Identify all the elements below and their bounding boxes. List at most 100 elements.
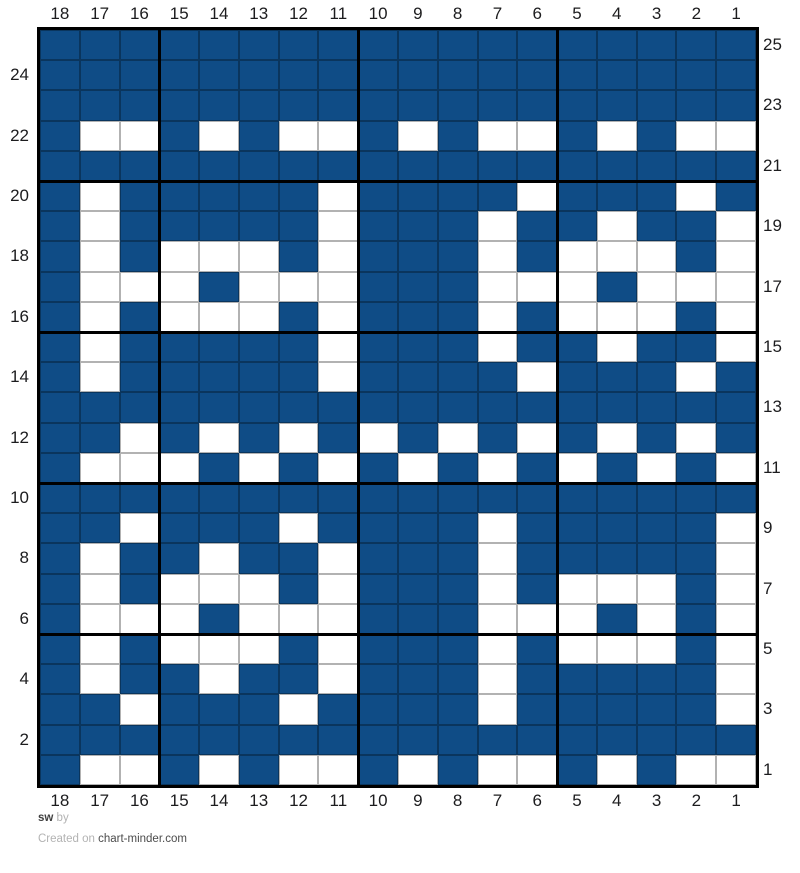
grid-cell[interactable] [517,543,558,574]
grid-cell[interactable] [40,483,80,514]
grid-cell[interactable] [358,150,398,181]
grid-cell[interactable] [398,754,438,785]
grid-cell[interactable] [477,150,518,181]
grid-cell[interactable] [557,603,597,634]
grid-cell[interactable] [79,422,120,453]
grid-cell[interactable] [676,754,717,785]
grid-cell[interactable] [40,543,80,574]
grid-cell[interactable] [278,90,319,121]
grid-cell[interactable] [398,301,438,332]
grid-cell[interactable] [119,452,160,483]
grid-cell[interactable] [278,30,319,61]
grid-cell[interactable] [358,513,398,544]
grid-cell[interactable] [238,452,279,483]
grid-cell[interactable] [517,603,558,634]
grid-cell[interactable] [398,211,438,242]
grid-cell[interactable] [358,603,398,634]
grid-cell[interactable] [398,392,438,423]
grid-cell[interactable] [278,724,319,755]
grid-cell[interactable] [199,513,239,544]
grid-cell[interactable] [596,241,637,272]
grid-cell[interactable] [517,483,558,514]
grid-cell[interactable] [676,362,717,393]
grid-cell[interactable] [358,301,398,332]
grid-cell[interactable] [557,392,597,423]
grid-cell[interactable] [278,150,319,181]
grid-cell[interactable] [318,603,359,634]
grid-cell[interactable] [40,301,80,332]
grid-cell[interactable] [79,694,120,725]
grid-cell[interactable] [318,120,359,151]
grid-cell[interactable] [636,30,677,61]
grid-cell[interactable] [437,483,478,514]
grid-cell[interactable] [119,664,160,695]
grid-cell[interactable] [238,90,279,121]
grid-cell[interactable] [676,120,717,151]
grid-cell[interactable] [517,694,558,725]
grid-cell[interactable] [358,543,398,574]
grid-cell[interactable] [437,241,478,272]
grid-cell[interactable] [358,332,398,363]
grid-cell[interactable] [636,754,677,785]
grid-cell[interactable] [716,422,756,453]
grid-cell[interactable] [119,694,160,725]
grid-cell[interactable] [79,30,120,61]
grid-cell[interactable] [557,664,597,695]
grid-cell[interactable] [358,694,398,725]
grid-cell[interactable] [636,694,677,725]
grid-cell[interactable] [278,392,319,423]
grid-cell[interactable] [676,392,717,423]
grid-cell[interactable] [517,211,558,242]
grid-cell[interactable] [636,422,677,453]
grid-cell[interactable] [358,664,398,695]
grid-cell[interactable] [159,301,200,332]
grid-cell[interactable] [716,513,756,544]
grid-cell[interactable] [159,664,200,695]
grid-cell[interactable] [596,392,637,423]
grid-cell[interactable] [318,301,359,332]
grid-cell[interactable] [318,452,359,483]
grid-cell[interactable] [159,513,200,544]
grid-cell[interactable] [636,150,677,181]
grid-cell[interactable] [199,573,239,604]
grid-cell[interactable] [596,60,637,91]
grid-cell[interactable] [716,694,756,725]
grid-cell[interactable] [238,392,279,423]
grid-cell[interactable] [676,60,717,91]
grid-cell[interactable] [676,483,717,514]
grid-cell[interactable] [40,30,80,61]
grid-cell[interactable] [199,543,239,574]
grid-cell[interactable] [477,90,518,121]
grid-cell[interactable] [119,60,160,91]
grid-cell[interactable] [238,694,279,725]
grid-cell[interactable] [716,120,756,151]
grid-cell[interactable] [238,573,279,604]
grid-cell[interactable] [596,634,637,665]
grid-cell[interactable] [238,181,279,212]
grid-cell[interactable] [159,211,200,242]
grid-cell[interactable] [79,392,120,423]
grid-cell[interactable] [199,211,239,242]
grid-cell[interactable] [119,30,160,61]
grid-cell[interactable] [557,301,597,332]
grid-cell[interactable] [318,754,359,785]
grid-cell[interactable] [437,754,478,785]
grid-cell[interactable] [79,181,120,212]
grid-cell[interactable] [318,694,359,725]
grid-cell[interactable] [517,30,558,61]
grid-cell[interactable] [398,422,438,453]
grid-cell[interactable] [676,332,717,363]
grid-cell[interactable] [596,271,637,302]
grid-cell[interactable] [119,332,160,363]
grid-cell[interactable] [199,271,239,302]
grid-cell[interactable] [596,332,637,363]
grid-cell[interactable] [278,694,319,725]
grid-cell[interactable] [398,241,438,272]
grid-cell[interactable] [199,664,239,695]
grid-cell[interactable] [398,60,438,91]
grid-cell[interactable] [119,271,160,302]
grid-cell[interactable] [557,422,597,453]
grid-cell[interactable] [477,452,518,483]
grid-cell[interactable] [358,30,398,61]
grid-cell[interactable] [636,543,677,574]
